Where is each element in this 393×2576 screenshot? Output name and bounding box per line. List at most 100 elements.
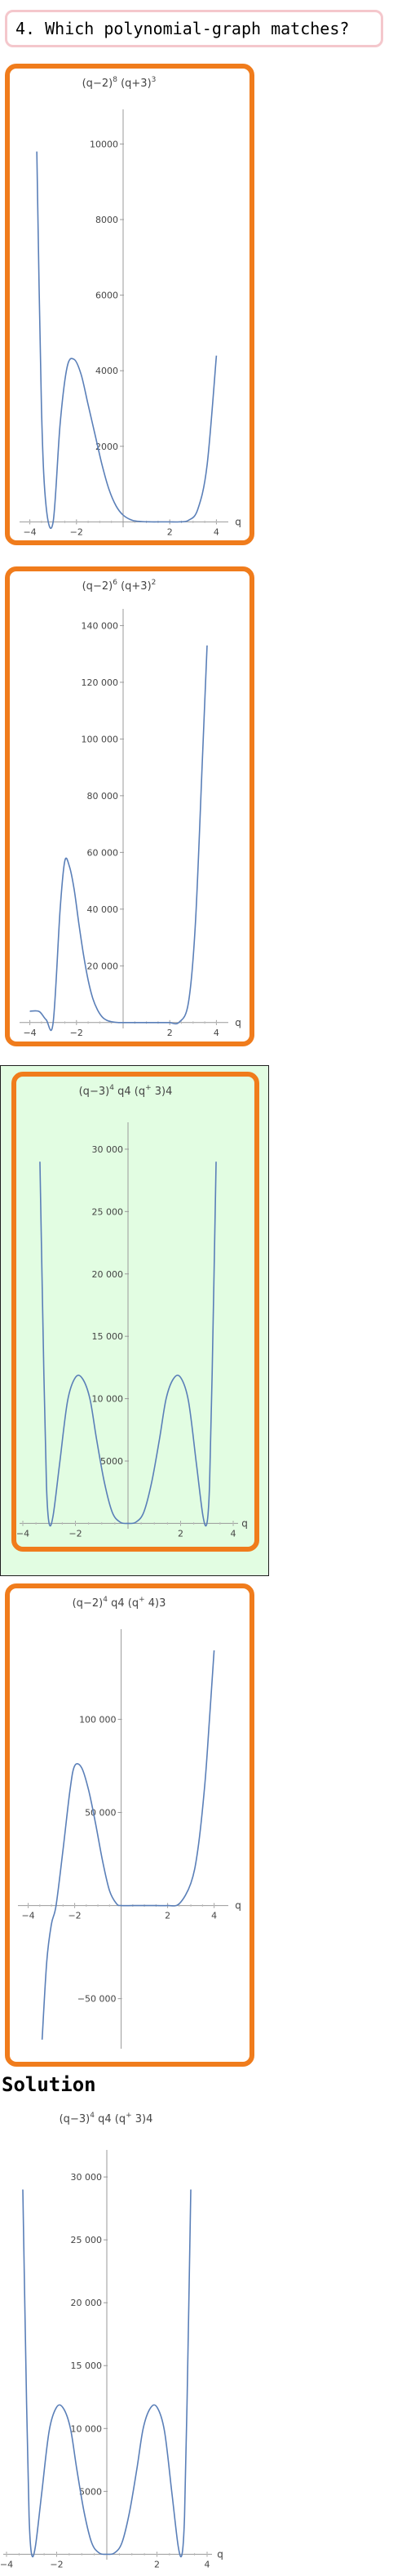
x-tick-label: 4 <box>214 1028 219 1038</box>
x-tick-label: 4 <box>205 2559 210 2569</box>
x-axis-label: q <box>241 1517 248 1529</box>
x-axis-label: q <box>217 2548 223 2560</box>
title-part: − <box>70 2113 79 2125</box>
title-part: 4 <box>166 1086 172 1098</box>
title-part: q <box>98 2113 104 2125</box>
y-tick-label: 20 000 <box>71 2298 103 2308</box>
y-tick-label: 60 000 <box>87 847 119 858</box>
x-tick-label: −4 <box>0 2559 13 2569</box>
x-tick-label: 4 <box>214 526 219 537</box>
y-tick-label: 120 000 <box>82 677 119 688</box>
title-part: q <box>117 1086 124 1098</box>
solution-heading: Solution <box>2 2073 96 2096</box>
title-part: 4 <box>146 2113 152 2125</box>
x-tick-label: −2 <box>70 1028 83 1038</box>
title-part: + <box>131 78 140 90</box>
title-part: 3) <box>135 2113 146 2125</box>
title-part: (q <box>125 1597 139 1610</box>
title-part: 4 <box>124 1086 130 1098</box>
solution-panel: (q−3)4 q4 (q+ 3)4 −4 −2 2 4 5000 10 000 15 000… <box>0 2104 236 2576</box>
y-tick-label: 15 000 <box>92 1331 124 1342</box>
title-part: + <box>131 580 140 593</box>
x-axis-label: q <box>235 1900 241 1912</box>
y-tick-label: 140 000 <box>82 620 119 631</box>
title-part: (q <box>82 78 93 90</box>
y-tick-label: 25 000 <box>71 2235 103 2245</box>
x-tick-label: −2 <box>68 1528 82 1539</box>
choice-1-plot: (q−2)8 (q+3)3 −4 −2 2 420004000600080001000… <box>20 76 241 537</box>
y-tick-label: 100 000 <box>82 734 119 744</box>
x-tick-label: 2 <box>167 1028 173 1038</box>
y-tick-label: 10 000 <box>92 1394 124 1405</box>
x-tick-label: −4 <box>21 1911 34 1921</box>
answer-choice-1[interactable]: (q−2)8 (q+3)3 −4 −2 2 4 2000 4000 6000 8000 1000… <box>5 64 254 545</box>
title-exponent: + <box>139 1596 145 1604</box>
series-line <box>22 2189 192 2558</box>
title-part: − <box>93 580 102 593</box>
title-exponent: 2 <box>152 579 157 587</box>
title-exponent: 3 <box>152 76 157 84</box>
question-prompt: 4. Which polynomial-graph matches? <box>5 10 383 47</box>
y-tick-label: 5000 <box>79 2486 102 2497</box>
title-part: (q <box>60 2113 70 2125</box>
chart-title: (q−3)4 q4 (q+ 3)4 <box>60 2112 153 2125</box>
title-part: 2) <box>102 78 113 90</box>
answer-choice-3[interactable]: (q−3)4 q4 (q+ 3)4 −4 −2 2 4 5000 10 000 15 000… <box>11 1072 259 1552</box>
title-part: 4 <box>104 2113 111 2125</box>
title-part: 3) <box>155 1086 166 1098</box>
title-part: 3) <box>79 2113 90 2125</box>
title-exponent: 4 <box>103 1596 108 1604</box>
title-exponent: 4 <box>90 2112 95 2120</box>
y-tick-label: 6000 <box>95 291 118 301</box>
x-tick-label: 2 <box>178 1528 183 1539</box>
x-tick-label: 4 <box>231 1528 236 1539</box>
series-line <box>36 151 218 529</box>
title-exponent: 8 <box>113 76 117 84</box>
y-tick-label: −50 000 <box>77 1994 117 2005</box>
x-tick-label: −4 <box>16 1528 29 1539</box>
x-tick-label: 2 <box>154 2559 160 2569</box>
series-line <box>41 1650 215 2040</box>
y-tick-label: 20 000 <box>92 1269 124 1280</box>
y-tick-label: 40 000 <box>87 904 119 915</box>
title-part: 4 <box>117 1597 124 1610</box>
title-part: q <box>111 1597 117 1610</box>
x-tick-label: −4 <box>23 526 36 537</box>
title-exponent: 6 <box>113 579 117 587</box>
x-tick-label: 2 <box>165 1911 170 1921</box>
title-part: − <box>93 78 102 90</box>
y-tick-label: 80 000 <box>87 791 119 802</box>
title-part: (q <box>73 1597 83 1610</box>
title-part: (q <box>131 1086 145 1098</box>
y-tick-label: 100 000 <box>79 1714 117 1725</box>
answer-choice-2[interactable]: (q−2)6 (q+3)2 −4 −2 2 4 20 000 40 000 60 000 80… <box>5 566 254 1046</box>
title-part: 2) <box>92 1597 103 1610</box>
y-tick-label: 2000 <box>95 442 118 452</box>
y-tick-label: 5000 <box>100 1456 123 1467</box>
chart-title: (q−2)4 q4 (q+ 4)3 <box>73 1596 166 1610</box>
chart-title: (q−2)8 (q+3)3 <box>82 76 157 90</box>
title-part: 3) <box>140 78 151 90</box>
y-tick-label: 25 000 <box>92 1206 124 1217</box>
title-part: − <box>83 1597 92 1610</box>
title-part: (q <box>121 580 131 593</box>
title-exponent: 4 <box>109 1084 114 1092</box>
answer-choice-4[interactable]: (q−2)4 q4 (q+ 4)3 −4 −2 2 4 −50 000 50 000 100… <box>5 1583 254 2067</box>
title-part: (q <box>82 580 93 593</box>
title-exponent: + <box>126 2112 132 2120</box>
x-tick-label: 4 <box>211 1911 217 1921</box>
x-tick-label: −2 <box>68 1911 81 1921</box>
y-tick-label: 8000 <box>95 215 118 225</box>
chart-title: (q−2)6 (q+3)2 <box>82 579 157 593</box>
series-line <box>29 645 208 1032</box>
x-tick-label: −4 <box>23 1028 36 1038</box>
title-part: 4) <box>148 1597 159 1610</box>
title-part: (q <box>112 2113 126 2125</box>
y-tick-label: 15 000 <box>71 2361 103 2371</box>
x-tick-label: −2 <box>50 2559 63 2569</box>
title-part: 3 <box>159 1597 166 1610</box>
title-part: − <box>90 1086 99 1098</box>
x-axis-label: q <box>235 1017 241 1028</box>
x-tick-label: −2 <box>70 526 83 537</box>
